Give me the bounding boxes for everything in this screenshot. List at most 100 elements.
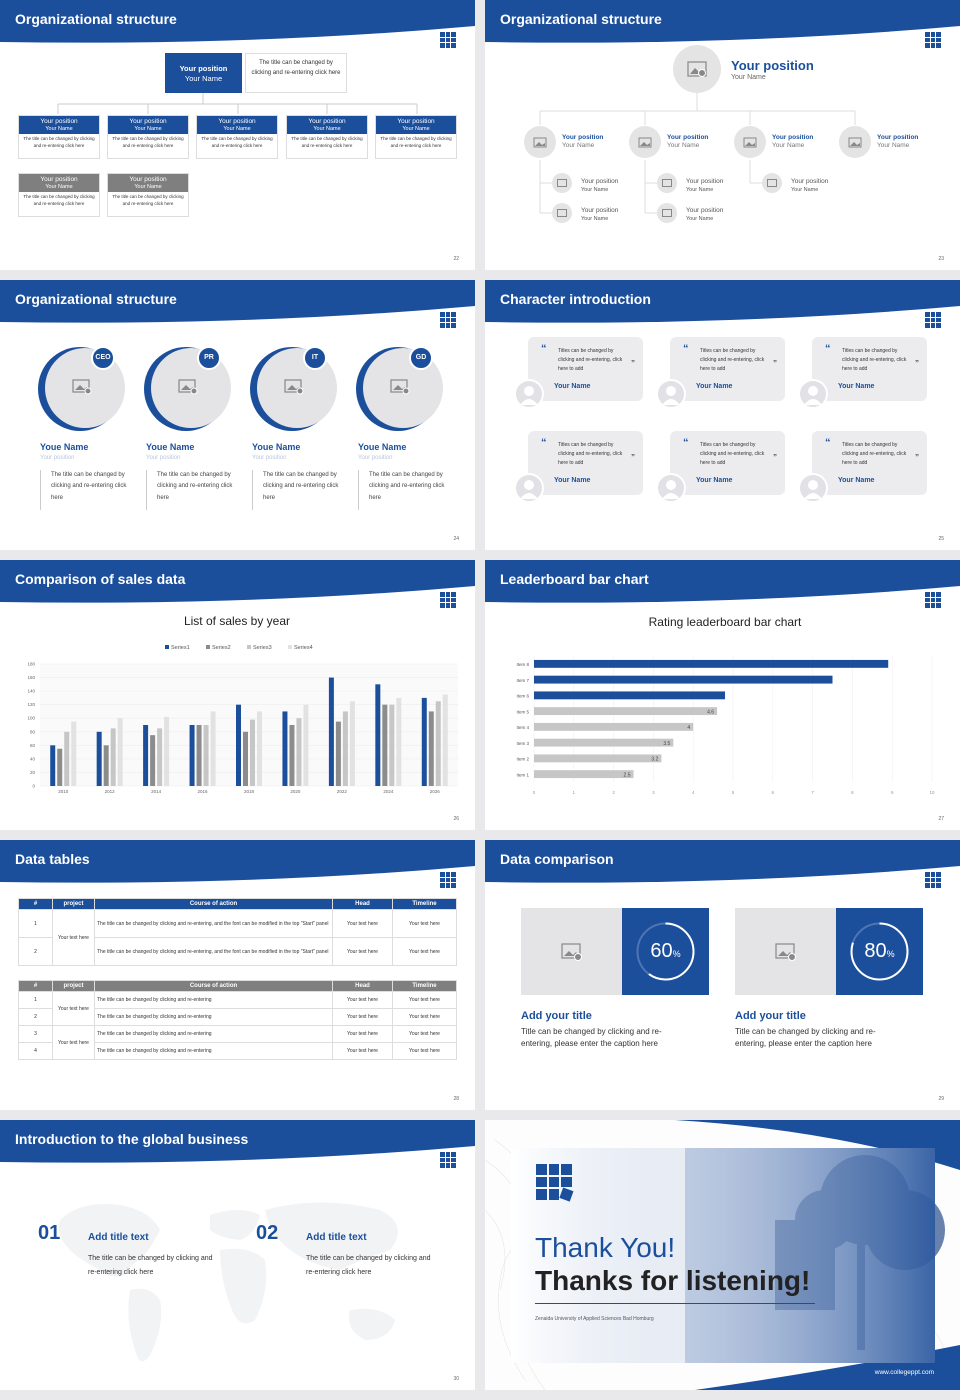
testimonial-name: Your Name <box>838 477 875 484</box>
item-number: 02 <box>256 1222 279 1244</box>
top-position-title: Your position <box>731 58 814 73</box>
person-avatar: CEO <box>35 344 125 434</box>
table-row: 1 Your text here The title can be changed … <box>18 991 457 1026</box>
page-number: 30 <box>453 1376 459 1382</box>
logo-icon <box>438 1150 458 1170</box>
quote-open-icon: “ <box>825 437 831 449</box>
org-box: Your position Your Name The title can be c… <box>375 115 457 159</box>
image-placeholder-icon <box>552 203 572 223</box>
page-number: 27 <box>938 816 944 822</box>
bar <box>57 748 63 786</box>
y-tick-label: Item 7 <box>516 678 529 683</box>
bar <box>296 718 302 786</box>
bar <box>203 725 209 786</box>
slide-header: Comparison of sales data <box>0 560 475 604</box>
bar <box>534 675 833 684</box>
x-tick-label: 2020 <box>290 789 301 794</box>
testimonial-text: Titles can be changed by clicking and re… <box>558 442 623 466</box>
x-tick-label: 1 <box>573 790 576 795</box>
bar <box>210 711 216 786</box>
item-title: Add title text <box>306 1232 367 1243</box>
org-box: Your position Your Name The title can be c… <box>18 173 100 217</box>
bar <box>103 745 109 786</box>
person-name: Youe Name <box>252 442 301 452</box>
y-tick-label: 120 <box>27 702 35 707</box>
bar <box>435 701 441 786</box>
bar <box>71 721 77 786</box>
y-tick-label: Item 5 <box>516 709 529 714</box>
org-box: Your position Your Name The title can be c… <box>286 115 368 159</box>
testimonial-text: Titles can be changed by clicking and re… <box>700 442 765 466</box>
person-position: Your position <box>252 455 287 461</box>
quote-close-icon: ” <box>773 359 777 368</box>
x-tick-label: 7 <box>811 790 814 795</box>
bar <box>382 704 388 786</box>
role-badge: CEO <box>91 346 115 370</box>
bar <box>534 659 889 668</box>
bar <box>442 694 448 786</box>
divider <box>535 1303 815 1304</box>
bar <box>328 677 334 786</box>
quote-close-icon: ” <box>631 453 635 462</box>
slide-header: Organizational structure <box>0 280 475 324</box>
person-desc: The title can be changed by clicking and… <box>146 470 234 510</box>
testimonial-card: “ ” Titles can be changed by clicking an… <box>528 431 643 495</box>
bar <box>396 697 402 786</box>
slide-25: Character introduction “ ” Titles can be… <box>485 280 960 550</box>
position-item: Your position Your Name <box>667 134 709 149</box>
table-row: 2 The title can be changed by clicking an… <box>18 937 457 966</box>
y-tick-label: Item 4 <box>516 725 529 730</box>
person-position: Your position <box>358 455 393 461</box>
bar <box>236 704 241 786</box>
position-item: Your position Your Name <box>581 207 619 222</box>
image-placeholder-icon <box>657 173 677 193</box>
logo-icon <box>438 590 458 610</box>
slide-27: Leaderboard bar chart Rating leaderboard… <box>485 560 960 830</box>
website-link[interactable]: www.collegeppt.com <box>874 1369 934 1376</box>
x-tick-label: 2010 <box>58 789 69 794</box>
page-number: 24 <box>453 536 459 542</box>
position-item: Your position Your Name <box>562 134 604 149</box>
y-tick-label: 40 <box>30 756 36 761</box>
x-tick-label: 10 <box>929 790 935 795</box>
top-position-box: Your position Your Name <box>165 53 242 93</box>
image-placeholder-icon <box>657 203 677 223</box>
slide-title: Leaderboard bar chart <box>500 571 649 587</box>
slide-29: Data comparison 60% Add your title Title c… <box>485 840 960 1110</box>
bar <box>143 725 149 786</box>
slide-title: Data comparison <box>500 851 614 867</box>
table-row: 1 Your text here The title can be changed … <box>18 909 457 966</box>
bar <box>428 711 434 786</box>
quote-open-icon: “ <box>541 343 547 355</box>
bar <box>110 728 116 786</box>
data-label: 3.5 <box>663 741 670 747</box>
slide-title: Comparison of sales data <box>15 571 186 587</box>
item-desc: Title can be changed by clicking and re-… <box>521 1027 662 1049</box>
person-desc: The title can be changed by clicking and… <box>358 470 446 510</box>
legend-label: Series3 <box>253 645 272 651</box>
y-tick-label: Item 6 <box>516 694 529 699</box>
org-lines <box>539 93 856 214</box>
bar <box>64 731 70 786</box>
image-placeholder-icon <box>839 126 871 158</box>
image-placeholder-icon <box>521 908 622 995</box>
person-position: Your position <box>40 455 75 461</box>
position-item: Your position Your Name <box>581 178 619 193</box>
page-number: 23 <box>938 256 944 262</box>
x-tick-label: 6 <box>772 790 775 795</box>
quote-open-icon: “ <box>683 437 689 449</box>
x-tick-label: 2022 <box>337 789 348 794</box>
testimonial-card: “ ” Titles can be changed by clicking an… <box>670 337 785 401</box>
person-avatar: IT <box>247 344 337 434</box>
testimonial-name: Your Name <box>554 383 591 390</box>
slide-header: Organizational structure <box>0 0 475 44</box>
page-number: 29 <box>938 1096 944 1102</box>
role-badge: GD <box>409 346 433 370</box>
slide-header: Introduction to the global business <box>0 1120 475 1164</box>
legend-label: Series2 <box>212 645 231 651</box>
page-number: 22 <box>453 256 459 262</box>
chart-title: List of sales by year <box>184 614 290 628</box>
sales-bar-chart: List of sales by year Series1 Series2 Serie… <box>27 614 458 794</box>
y-tick-label: Item 1 <box>516 772 529 777</box>
y-tick-label: Item 2 <box>516 757 529 762</box>
